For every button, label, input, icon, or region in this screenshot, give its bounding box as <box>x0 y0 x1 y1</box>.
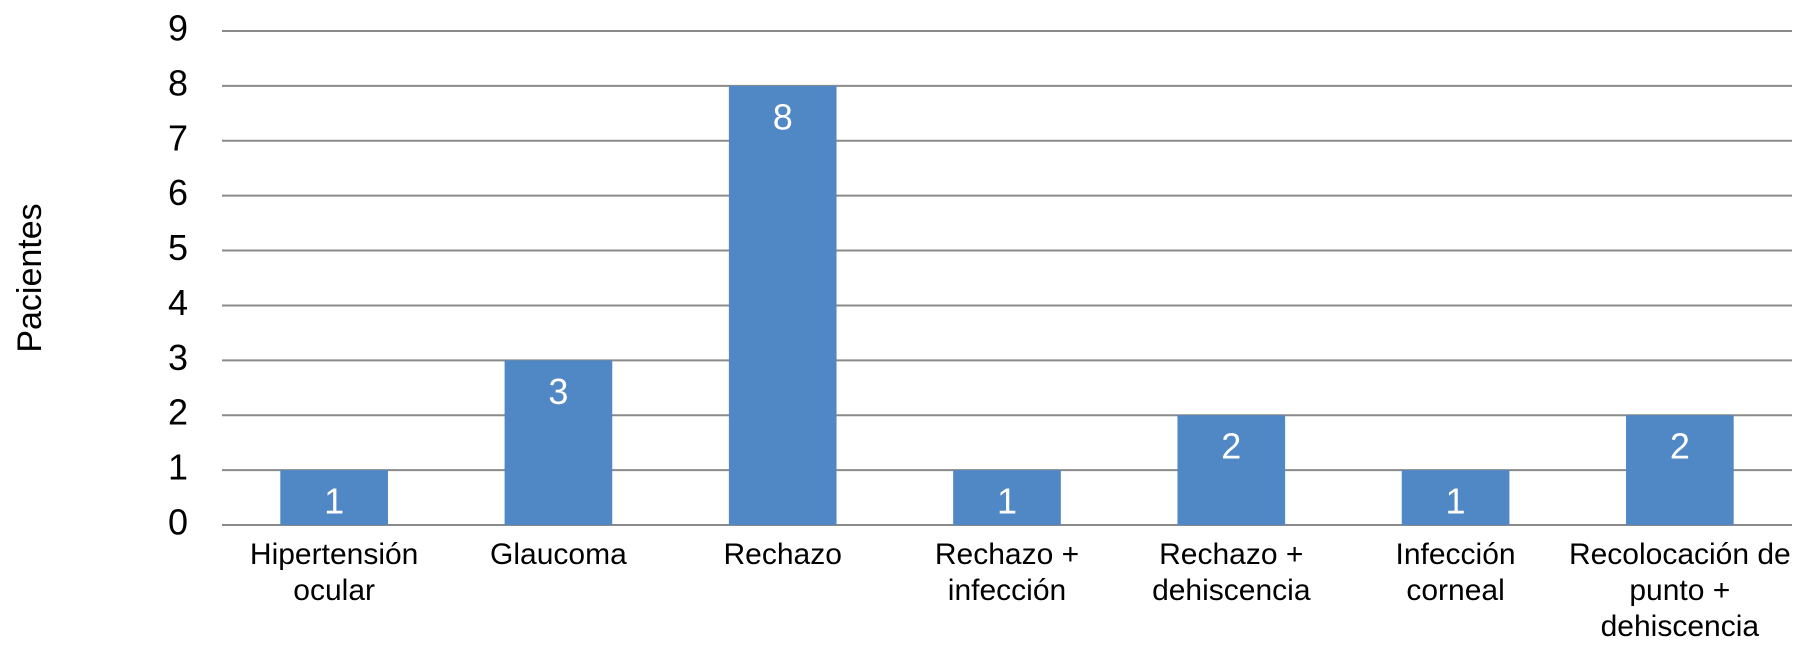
data-label: 1 <box>324 481 344 522</box>
x-tick-label: Rechazo + dehiscencia <box>1152 538 1311 607</box>
bar <box>1626 415 1734 525</box>
y-tick-label: 8 <box>168 62 188 103</box>
x-tick-label: Glaucoma <box>490 538 627 571</box>
bar <box>504 360 613 525</box>
x-tick-label: Recolocación de punto + dehiscencia <box>1568 538 1791 643</box>
y-tick-label: 2 <box>168 392 188 433</box>
x-tick-label: Rechazo <box>723 538 842 571</box>
data-label: 8 <box>773 96 793 137</box>
x-tick-label: Hipertensión ocular <box>249 538 419 607</box>
bar <box>728 85 837 525</box>
x-tick-label: Rechazo + infección <box>934 538 1080 607</box>
data-label: 1 <box>1446 481 1466 522</box>
bar <box>1401 470 1510 525</box>
data-label: 2 <box>1221 426 1241 467</box>
y-tick-label: 3 <box>168 337 188 378</box>
data-label: 2 <box>1670 426 1690 467</box>
data-label: 3 <box>548 371 568 412</box>
y-tick-label: 6 <box>168 172 188 213</box>
bar <box>953 470 1061 525</box>
y-tick-label: 9 <box>168 8 188 49</box>
y-tick-label: 7 <box>168 117 188 158</box>
y-tick-label: 4 <box>168 282 188 323</box>
y-axis-title: Pacientes <box>11 203 49 352</box>
x-tick-label: Infección corneal <box>1395 538 1516 607</box>
y-tick-label: 5 <box>168 227 188 268</box>
y-tick-label: 0 <box>168 502 188 543</box>
bar <box>280 470 388 525</box>
bar <box>1177 415 1286 525</box>
y-tick-label: 1 <box>168 447 188 488</box>
data-label: 1 <box>997 481 1017 522</box>
